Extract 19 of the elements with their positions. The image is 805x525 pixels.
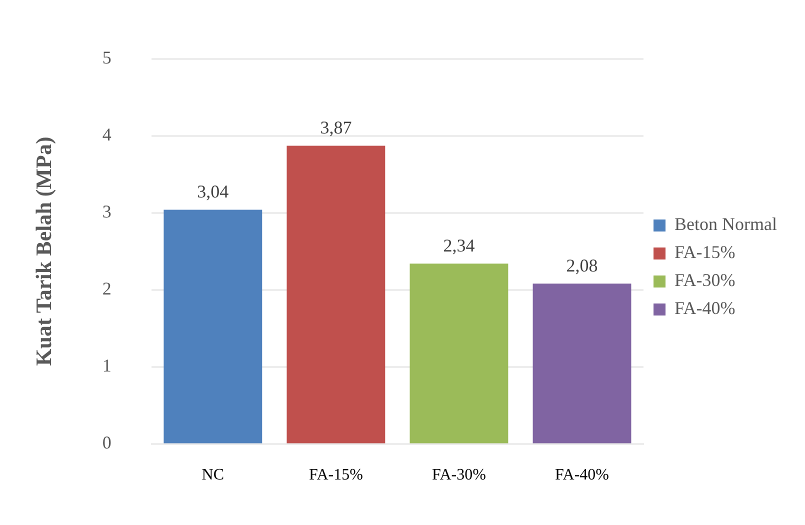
data-label: 3,87 [320,118,352,138]
y-tick-label: 3 [102,202,112,222]
y-tick-label: 4 [102,124,112,145]
x-tick-label: FA-40% [555,466,609,484]
legend-label: FA-15% [674,242,736,262]
y-axis-title: Kuat Tarik Belah (MPa) [30,136,56,366]
y-tick-label: 0 [102,432,112,453]
data-label: 2,08 [566,255,598,276]
data-label: 3,04 [197,181,229,202]
data-label: 2,34 [443,235,475,256]
legend-label: FA-40% [674,298,736,318]
y-tick-label: 2 [102,278,112,299]
legend-label: Beton Normal [674,214,778,234]
y-tick-label: 1 [102,356,112,376]
x-tick-label: FA-15% [308,466,363,484]
x-tick-label: NC [202,466,224,484]
legend-label: FA-30% [674,270,736,290]
x-tick-label: FA-30% [432,466,486,484]
y-tick-label: 5 [102,48,112,68]
